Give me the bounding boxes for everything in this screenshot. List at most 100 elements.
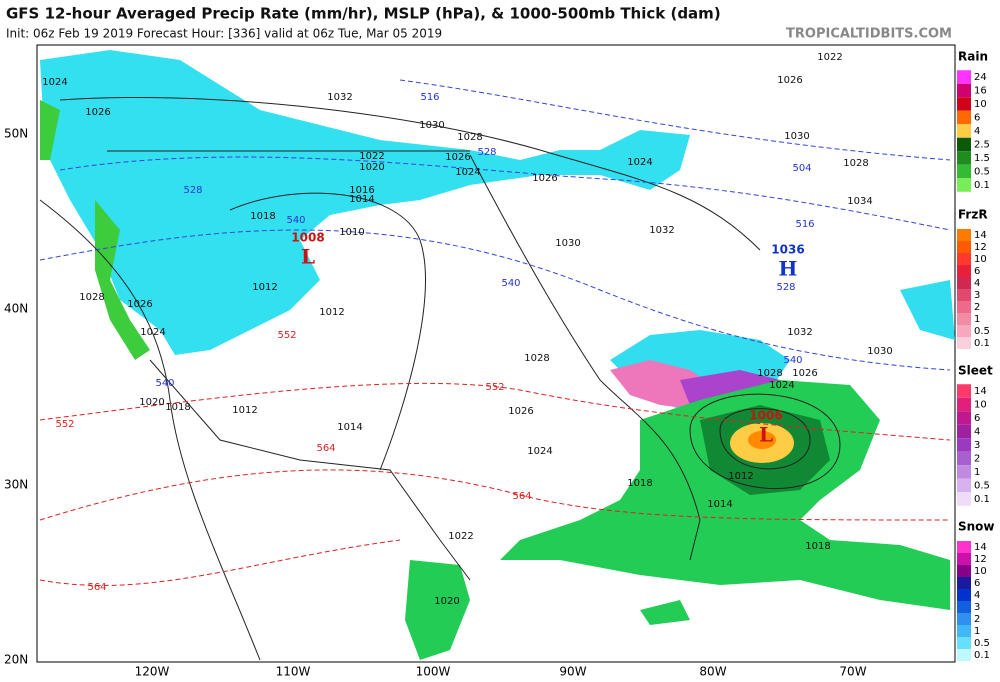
lat-label: 30N	[4, 478, 28, 492]
legend-label: 4	[974, 590, 980, 601]
legend-swatch	[957, 325, 971, 337]
isobar-label: 1028	[524, 353, 549, 364]
legend-label: 1	[974, 314, 980, 325]
isobar-label: 1018	[805, 541, 830, 552]
legend-swatch	[957, 178, 971, 192]
subtitle: Init: 06z Feb 19 2019 Forecast Hour: [33…	[6, 27, 442, 41]
legend-label: 14	[974, 542, 987, 553]
legend-label: 1	[974, 467, 980, 478]
legend-label: 3	[974, 290, 980, 301]
isobar-label: 1024	[527, 446, 552, 457]
legend-label: 2	[974, 614, 980, 625]
legend-label: 1	[974, 626, 980, 637]
legend-label: 3	[974, 440, 980, 451]
thickness-label: 564	[316, 443, 335, 454]
isobar-label: 1028	[79, 292, 104, 303]
isobar-label: 1034	[847, 196, 872, 207]
isobar-label: 1026	[85, 107, 110, 118]
map-area	[36, 44, 956, 663]
isobar-label: 1030	[419, 120, 444, 131]
legend-swatch	[957, 465, 971, 479]
legend-swatch	[957, 478, 971, 493]
legend-label: 4	[974, 427, 980, 438]
lon-label: 110W	[276, 665, 311, 679]
legend-label: 0.1	[974, 338, 990, 349]
legend-swatch	[957, 577, 971, 589]
isobar-label: 1022	[359, 151, 384, 162]
legend-title: Rain	[958, 50, 988, 64]
legend-title: FrzR	[958, 208, 988, 222]
thickness-label: 540	[501, 278, 520, 289]
legend-label: 0.1	[974, 180, 990, 191]
isobar-label: 1022	[817, 52, 842, 63]
legend-label: 6	[974, 413, 980, 424]
legend-label: 0.5	[974, 167, 990, 178]
legend-label: 0.5	[974, 481, 990, 492]
legend-swatch	[957, 613, 971, 625]
legend-label: 14	[974, 386, 987, 397]
legend-swatch	[957, 313, 971, 325]
isobar-label: 1030	[784, 131, 809, 142]
isobar-label: 1032	[327, 92, 352, 103]
thickness-label: 516	[420, 92, 439, 103]
legend-label: 2	[974, 302, 980, 313]
thickness-label: 528	[477, 147, 496, 158]
legend-swatch	[957, 384, 971, 398]
legend-label: 10	[974, 99, 987, 110]
isobar-label: 1026	[127, 299, 152, 310]
thickness-label: 552	[485, 382, 504, 393]
legend-swatch	[957, 411, 971, 425]
legend-label: 1.5	[974, 153, 990, 164]
legend-label: 24	[974, 72, 987, 83]
isobar-label: 1026	[777, 75, 802, 86]
thickness-label: 528	[776, 282, 795, 293]
pressure-center-value: 1008	[291, 231, 324, 245]
legend-swatch	[957, 637, 971, 649]
isobar-label: 1010	[339, 227, 364, 238]
isobar-label: 1014	[707, 499, 732, 510]
lon-label: 80W	[699, 665, 726, 679]
title: GFS 12-hour Averaged Precip Rate (mm/hr)…	[6, 5, 721, 23]
lat-label: 20N	[4, 653, 28, 667]
isobar-label: 1024	[140, 327, 165, 338]
legend-swatch	[957, 253, 971, 265]
legend-swatch	[957, 110, 971, 125]
isobar-label: 1028	[757, 368, 782, 379]
legend-swatch	[957, 649, 971, 661]
pressure-center-value: 1006	[749, 409, 782, 423]
legend-label: 4	[974, 278, 980, 289]
legend-swatch	[957, 565, 971, 577]
isobar-label: 1030	[555, 238, 580, 249]
lat-label: 40N	[4, 302, 28, 316]
isobar-label: 1024	[769, 380, 794, 391]
legend-swatch	[957, 337, 971, 349]
legend-label: 0.1	[974, 494, 990, 505]
credit: TROPICALTIDBITS.COM	[786, 27, 952, 42]
legend-label: 10	[974, 566, 987, 577]
legend-label: 6	[974, 578, 980, 589]
thickness-label: 528	[183, 185, 202, 196]
thickness-label: 540	[155, 378, 174, 389]
isobar-label: 1030	[867, 346, 892, 357]
isobar-label: 1018	[250, 211, 275, 222]
legend-label: 12	[974, 554, 987, 565]
legend-label: 12	[974, 242, 987, 253]
isobar-label: 1024	[42, 77, 67, 88]
legend-swatch	[957, 241, 971, 253]
legend-label: 4	[974, 126, 980, 137]
isobar-label: 1022	[448, 531, 473, 542]
legend-label: 2	[974, 454, 980, 465]
isobar-label: 1018	[165, 402, 190, 413]
legend-label: 3	[974, 602, 980, 613]
lon-label: 120W	[135, 665, 170, 679]
thickness-label: 540	[783, 355, 802, 366]
legend-swatch	[957, 451, 971, 466]
legend-swatch	[957, 83, 971, 98]
thickness-label: 516	[795, 219, 814, 230]
legend-label: 10	[974, 254, 987, 265]
thickness-label: 564	[512, 491, 531, 502]
thickness-label: 540	[286, 215, 305, 226]
legend-label: 2.5	[974, 140, 990, 151]
